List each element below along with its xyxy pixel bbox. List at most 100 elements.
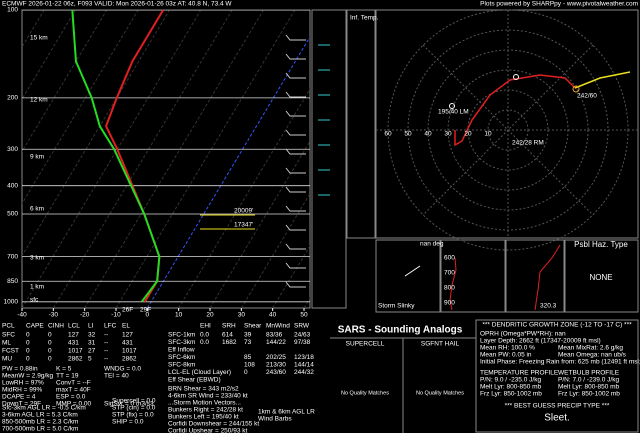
- dgz-line: OPRH (Omega*PW*RH): nan: [480, 331, 566, 338]
- profile-line: P/N: 9.0 / -235.0 J/kg: [480, 377, 541, 384]
- lapse-rate: Sfc-3km AGL LR = -0.5 C/km: [2, 405, 86, 412]
- table-cell: 127: [68, 332, 79, 339]
- sars-none: No Quality Matches: [416, 390, 464, 396]
- surface-temp: 29F: [140, 307, 151, 314]
- wind-barb: [285, 167, 306, 174]
- table-header: LFC: [104, 323, 117, 330]
- hodo-label: 242/28 RM: [512, 140, 544, 147]
- kin-line: ...Storm Motion Vectors...: [168, 400, 241, 407]
- x-tick-label: -10: [111, 312, 121, 319]
- x-tick-label: 10: [175, 312, 183, 319]
- pressure-label: 600: [444, 255, 455, 262]
- table-cell: 0: [48, 348, 52, 355]
- wind-barb: [285, 224, 306, 231]
- index: LowRH = 97%: [2, 380, 44, 387]
- table-cell: 39: [244, 332, 252, 339]
- table-header: SRW: [294, 323, 310, 330]
- table-header: LI: [88, 323, 94, 330]
- table-cell: Eff Shear (EBWD): [168, 377, 221, 384]
- ring-label: 30: [444, 131, 452, 138]
- ring-label: 50: [404, 131, 412, 138]
- table-cell: --: [104, 348, 108, 355]
- isotherm: [178, 88, 310, 308]
- kin-line: Corfidi Upshear = 250/93 kt: [168, 428, 248, 433]
- y-tick-label: 100: [7, 7, 18, 14]
- y-tick-label: 500: [7, 211, 18, 218]
- index: MidRH = 99%: [2, 387, 42, 394]
- table-cell: 97/38: [294, 339, 311, 346]
- x-tick-label: -30: [49, 312, 59, 319]
- wind-barb: [285, 110, 306, 117]
- table-cell: 0.0: [200, 332, 209, 339]
- wind-barb: [285, 262, 306, 269]
- composite: STP (cin) = 0.0: [112, 405, 156, 412]
- dgz-phase: Initial Phase: Freezing Rain from: 625 m…: [480, 359, 640, 366]
- right-mover: [513, 74, 519, 80]
- wind-barb: [285, 205, 306, 212]
- composite: STP (fix) = 0.0: [112, 412, 154, 419]
- table-cell: 0: [244, 369, 248, 376]
- inf-temp-title: Inf. Temp.: [350, 15, 379, 22]
- precip-title: *** BEST GUESS PRECIP TYPE ***: [505, 403, 610, 410]
- profile-line: Frz Lyr: 850-1002 mb: [480, 391, 542, 398]
- skewt-plot: [22, 10, 310, 308]
- x-tick-label: 20: [206, 312, 214, 319]
- table-cell: ML: [2, 340, 11, 347]
- index: K = 5: [56, 366, 72, 373]
- dgz-line: Layer Depth: 2662 ft (17347-20009 ft msl…: [480, 338, 601, 345]
- table-header: EHI: [200, 323, 211, 330]
- composite: SHIP = 0.0: [112, 419, 144, 426]
- profile-line: Melt Lyr: 800-850 mb: [558, 384, 620, 391]
- sars-none: No Quality Matches: [341, 390, 389, 396]
- table-cell: SFC-1km: [168, 332, 195, 339]
- hodo-label: 195/40 LM: [438, 109, 469, 116]
- table-cell: 614: [222, 332, 233, 339]
- table-header: Shear: [244, 323, 262, 330]
- dgz-title: *** DENDRITIC GROWTH ZONE (-12 TO -17 C)…: [482, 322, 632, 329]
- table-cell: LCL-EL (Cloud Layer): [168, 369, 231, 376]
- wind-barb: [285, 243, 306, 250]
- table-cell: 0: [26, 340, 30, 347]
- pressure-label: 900: [444, 300, 455, 307]
- index: TEI = 40: [104, 373, 129, 380]
- table-cell: 144/14: [294, 362, 314, 369]
- lapse-rate: 850-500mb LR = 2.3 C/km: [2, 419, 78, 426]
- table-cell: 1017: [68, 348, 83, 355]
- table-cell: 0: [26, 348, 30, 355]
- isotherm: [22, 10, 202, 308]
- dgz-bottom: 17347': [234, 222, 253, 229]
- slinky-arrow: [404, 265, 421, 277]
- sars-head: SGFNT HAIL: [421, 341, 460, 348]
- table-cell: 202/25: [266, 354, 286, 361]
- table-cell: 431: [122, 340, 133, 347]
- ring-label: 40: [424, 131, 432, 138]
- storm-slinky: Storm Slinky: [378, 303, 415, 310]
- table-cell: 32: [88, 332, 96, 339]
- table-header: EL: [122, 323, 130, 330]
- sars-head: SUPERCELL: [346, 341, 385, 348]
- lapse-rate: 3-6km AGL LR = 5.3 C/km: [2, 412, 78, 419]
- header-left: ECMWF 2026-01-22 06z, F093 VALID: Mon 20…: [2, 1, 232, 8]
- left-mover: [449, 103, 455, 109]
- precip-type: Sleet.: [544, 413, 570, 424]
- kin-line: Bunkers Right = 242/28 kt: [168, 407, 243, 414]
- wind-barb: [285, 91, 306, 98]
- hodograph-trace: [454, 74, 576, 147]
- table-header: SRH: [222, 323, 236, 330]
- table-cell: 2862: [68, 356, 83, 363]
- index: ConvT = --F: [56, 380, 91, 387]
- x-tick-label: 50: [300, 312, 308, 319]
- legend-text: Wind Barbs: [258, 416, 292, 423]
- ring-label: 60: [384, 131, 392, 138]
- y-tick-label: 1000: [4, 299, 19, 306]
- dgz-top: 20009': [234, 208, 253, 215]
- profile-line: Melt Lyr: 800-850 mb: [480, 384, 542, 391]
- table-cell: --: [104, 332, 108, 339]
- composite: Supercell = 0.0: [112, 398, 156, 405]
- table-cell: 127: [122, 332, 133, 339]
- table-cell: FCST: [2, 348, 19, 355]
- x-tick-label: 0: [146, 312, 150, 319]
- wind-barb: [285, 129, 306, 136]
- kin-line: BRN Shear = 343 m2/s2: [168, 386, 239, 393]
